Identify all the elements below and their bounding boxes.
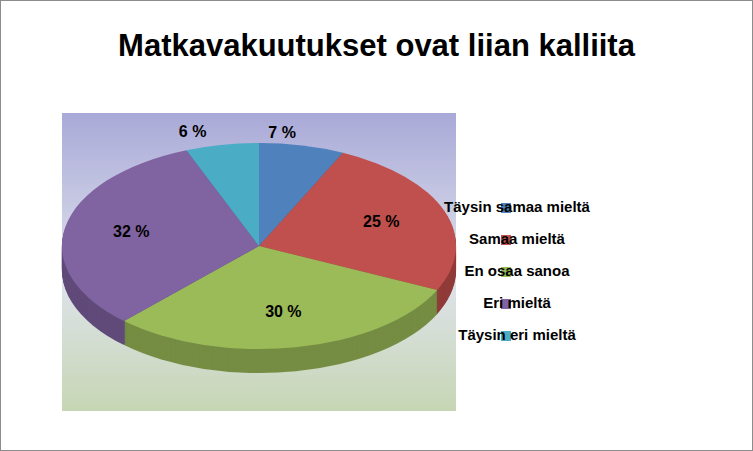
svg-text:Täysin samaa mieltä: Täysin samaa mieltä [444,198,591,215]
svg-text:7 %: 7 % [268,124,296,141]
svg-text:Samaa mieltä: Samaa mieltä [469,230,566,247]
svg-text:25 %: 25 % [363,213,399,230]
svg-text:6 %: 6 % [179,123,207,140]
svg-text:En osaa sanoa: En osaa sanoa [464,262,570,279]
svg-text:Täysin eri mieltä: Täysin eri mieltä [458,326,576,343]
svg-text:32 %: 32 % [113,223,149,240]
svg-text:Eri mieltä: Eri mieltä [483,294,551,311]
html-text:Matkavakuutukset ovat liian ka: Matkavakuutukset ovat liian kalliita [118,28,635,63]
svg-text:30 %: 30 % [265,303,301,320]
